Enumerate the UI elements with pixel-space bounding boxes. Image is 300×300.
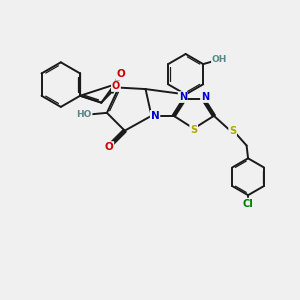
- Text: O: O: [112, 81, 120, 91]
- Text: N: N: [151, 111, 159, 121]
- Text: N: N: [201, 92, 209, 102]
- Text: OH: OH: [212, 55, 227, 64]
- Text: HO: HO: [76, 110, 92, 119]
- Text: S: S: [190, 125, 197, 135]
- Text: N: N: [178, 92, 187, 102]
- Text: O: O: [105, 142, 113, 152]
- Text: O: O: [116, 69, 125, 79]
- Text: S: S: [229, 126, 236, 136]
- Text: Cl: Cl: [243, 199, 254, 208]
